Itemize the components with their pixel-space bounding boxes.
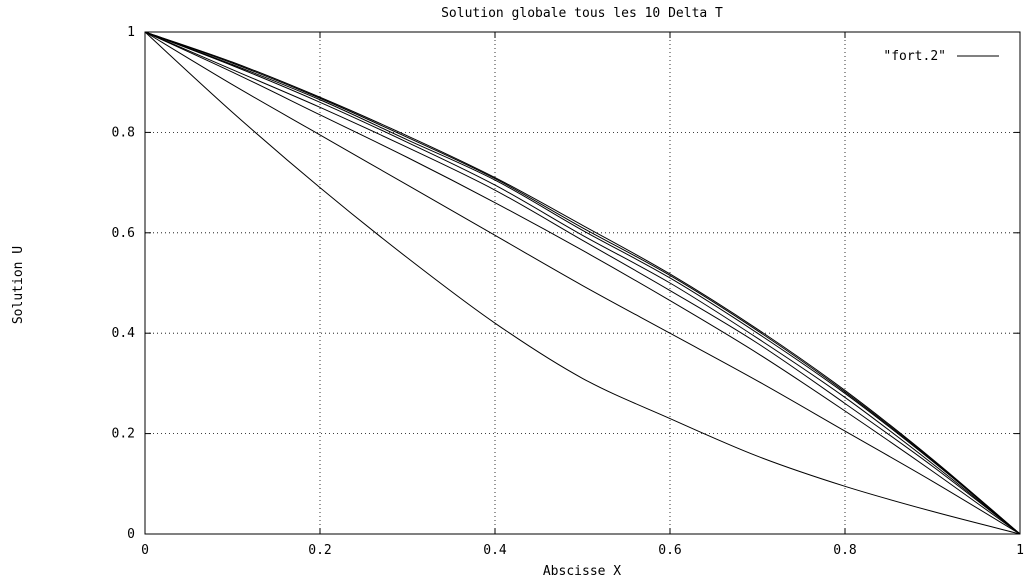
series-group [144, 31, 1021, 535]
series-line-8 [144, 31, 1021, 535]
chart-title: Solution globale tous les 10 Delta T [441, 6, 723, 21]
series-line-5 [144, 31, 1021, 535]
y-axis-label: Solution U [11, 246, 26, 324]
y-tick-label: 1 [127, 25, 135, 40]
axis-ticks: 0 0.2 0.4 0.6 0.8 1 0 0.2 0.4 0.6 0.8 1 [112, 25, 1024, 558]
y-tick-label: 0 [127, 527, 135, 542]
x-tick-label: 0.2 [308, 543, 331, 558]
plot-frame [144, 31, 1021, 535]
y-tick-label: 0.2 [112, 427, 135, 442]
grid [145, 32, 1020, 534]
series-line-4 [144, 31, 1021, 535]
series-line-6 [144, 31, 1021, 535]
x-tick-label: 0 [141, 543, 149, 558]
series-line-3 [144, 31, 1021, 535]
x-tick-label: 0.6 [658, 543, 681, 558]
x-tick-label: 0.8 [833, 543, 856, 558]
y-tick-label: 0.6 [112, 226, 135, 241]
series-line-1 [144, 31, 1021, 535]
series-line-7 [144, 31, 1021, 535]
legend: "fort.2" [883, 49, 999, 64]
y-tick-label: 0.4 [112, 326, 136, 341]
x-tick-label: 1 [1016, 543, 1024, 558]
series-line-2 [144, 31, 1021, 535]
y-tick-label: 0.8 [112, 125, 135, 140]
x-tick-label: 0.4 [483, 543, 507, 558]
x-axis-label: Abscisse X [543, 564, 621, 579]
legend-label: "fort.2" [883, 49, 946, 64]
